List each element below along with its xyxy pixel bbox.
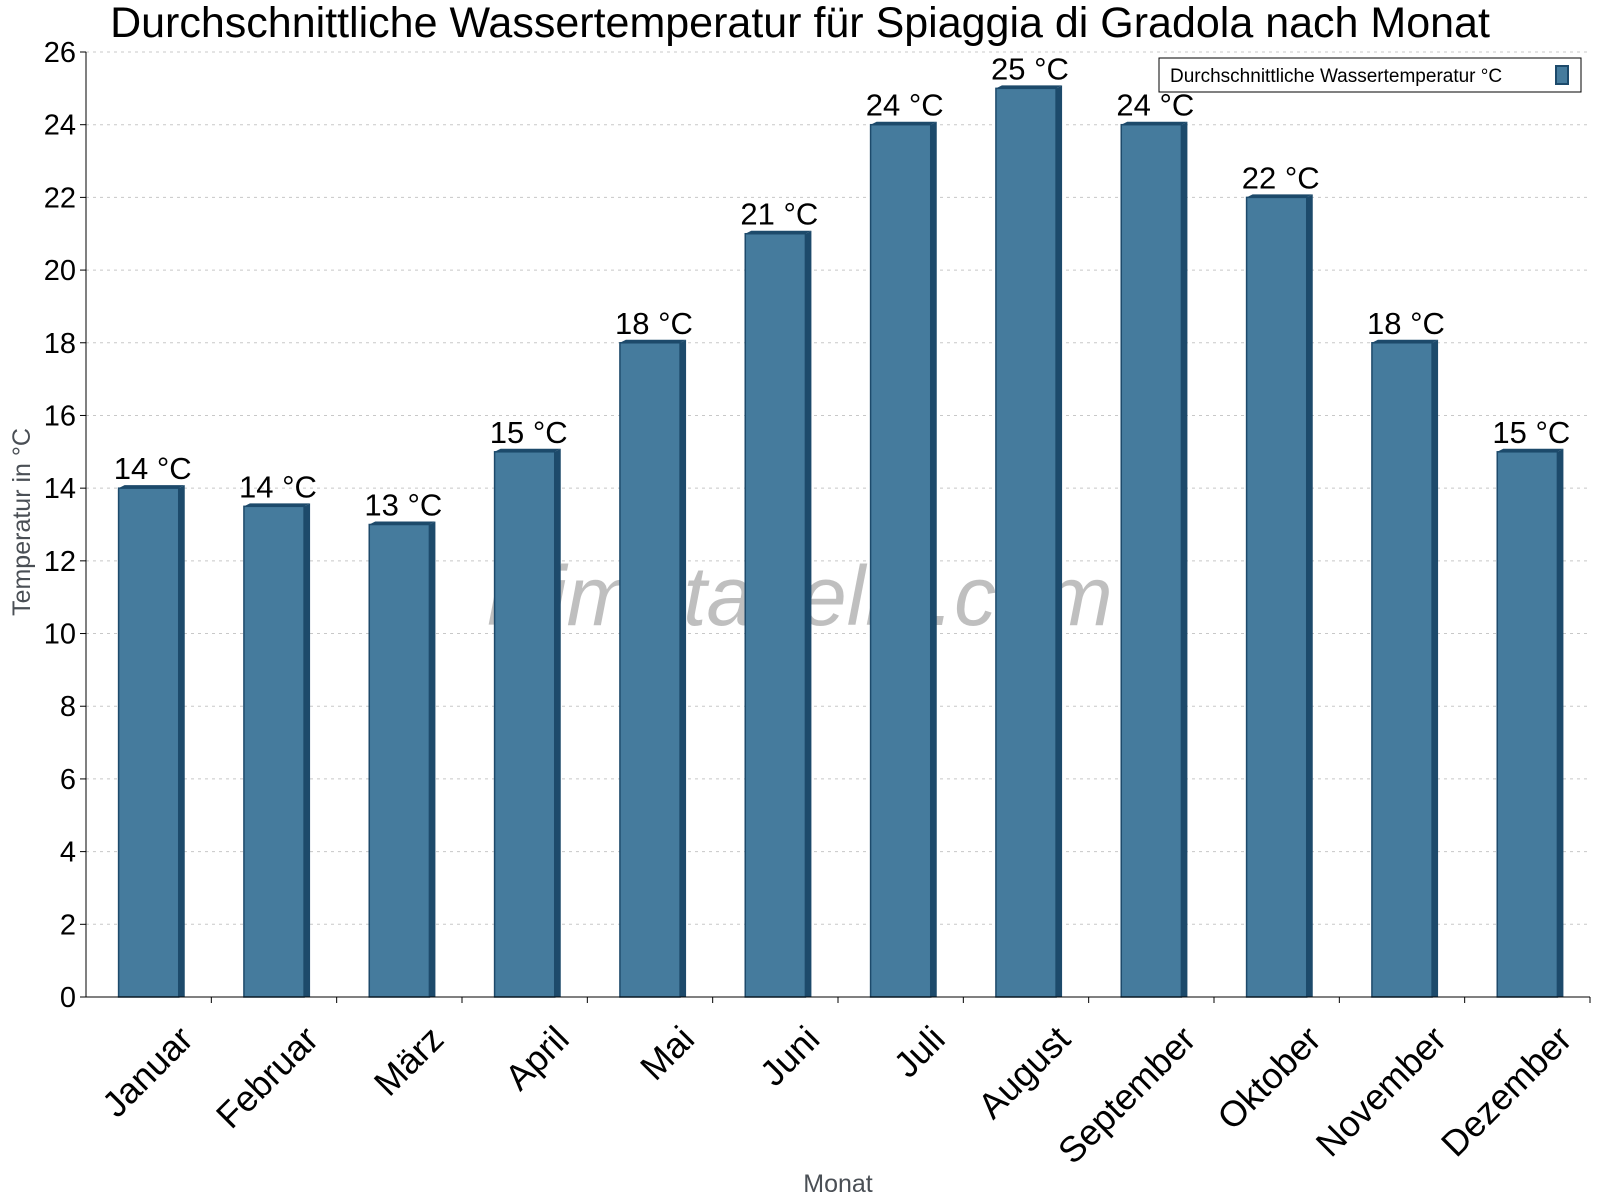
bar-top — [619, 339, 687, 343]
data-labels: 14 °C 14 °C 13 °C 15 °C 18 °C 21 °C 24 °C 25 °C… — [114, 51, 1571, 522]
y-tick-label: 0 — [60, 982, 76, 1014]
y-tick-label: 26 — [44, 37, 76, 69]
bar-side — [304, 503, 311, 997]
chart-title: Durchschnittliche Wassertemperatur für S… — [110, 0, 1490, 47]
data-label: 14 °C — [239, 469, 317, 504]
bar — [869, 123, 932, 998]
data-label: 15 °C — [1492, 415, 1570, 450]
legend: Durchschnittliche Wassertemperatur °C — [1158, 57, 1582, 93]
bar — [995, 87, 1057, 998]
bar — [619, 342, 681, 998]
y-axis-title: Temperatur in °C — [8, 428, 36, 616]
bar — [243, 505, 305, 998]
bar-top — [1371, 339, 1439, 343]
gridlines — [86, 51, 1590, 925]
y-tick-label: 12 — [44, 546, 76, 578]
bars — [117, 85, 1564, 998]
bar-side — [1432, 339, 1439, 997]
data-label: 15 °C — [490, 415, 568, 450]
data-label: 13 °C — [364, 488, 442, 523]
y-tick-label: 2 — [60, 909, 76, 941]
legend-box — [1158, 57, 1582, 93]
bar — [368, 523, 431, 998]
data-label: 14 °C — [114, 451, 192, 486]
bar-side — [1306, 194, 1313, 997]
data-label: 18 °C — [1367, 306, 1445, 341]
y-tick-label: 8 — [60, 691, 76, 723]
y-tick-label: 22 — [44, 182, 76, 214]
axes — [80, 51, 1591, 1003]
data-label: 18 °C — [615, 306, 693, 341]
bar-side — [680, 339, 687, 997]
bar-side — [1181, 121, 1188, 997]
y-tick-label: 20 — [44, 255, 76, 287]
data-label: 22 °C — [1242, 160, 1320, 195]
bar-side — [1056, 85, 1063, 998]
bar-side — [178, 485, 185, 997]
data-label: 21 °C — [740, 197, 818, 232]
y-tick-label: 4 — [60, 837, 76, 869]
y-tick-label: 16 — [44, 400, 76, 432]
data-label: 24 °C — [1116, 88, 1194, 123]
bar — [744, 232, 807, 998]
bar — [117, 487, 180, 998]
data-label: 24 °C — [866, 88, 944, 123]
legend-label: Durchschnittliche Wassertemperatur °C — [1170, 66, 1502, 87]
y-tick-label: 18 — [44, 328, 76, 360]
bar — [1496, 451, 1559, 998]
bar-side — [429, 521, 436, 997]
y-tick-label: 10 — [44, 619, 76, 651]
x-axis-title: Monat — [803, 1170, 873, 1198]
bar — [1120, 123, 1183, 998]
y-tick-label: 6 — [60, 764, 76, 796]
bar — [1245, 196, 1308, 998]
legend-swatch — [1555, 65, 1569, 85]
bar-side — [930, 121, 937, 997]
y-tick-label: 14 — [44, 473, 76, 505]
bar — [1371, 342, 1433, 998]
data-label: 25 °C — [991, 51, 1069, 86]
bar-side — [1557, 448, 1564, 997]
bar-side — [805, 230, 812, 997]
y-tick-label: 24 — [44, 110, 76, 142]
bar — [493, 451, 556, 998]
bar-side — [554, 448, 561, 997]
